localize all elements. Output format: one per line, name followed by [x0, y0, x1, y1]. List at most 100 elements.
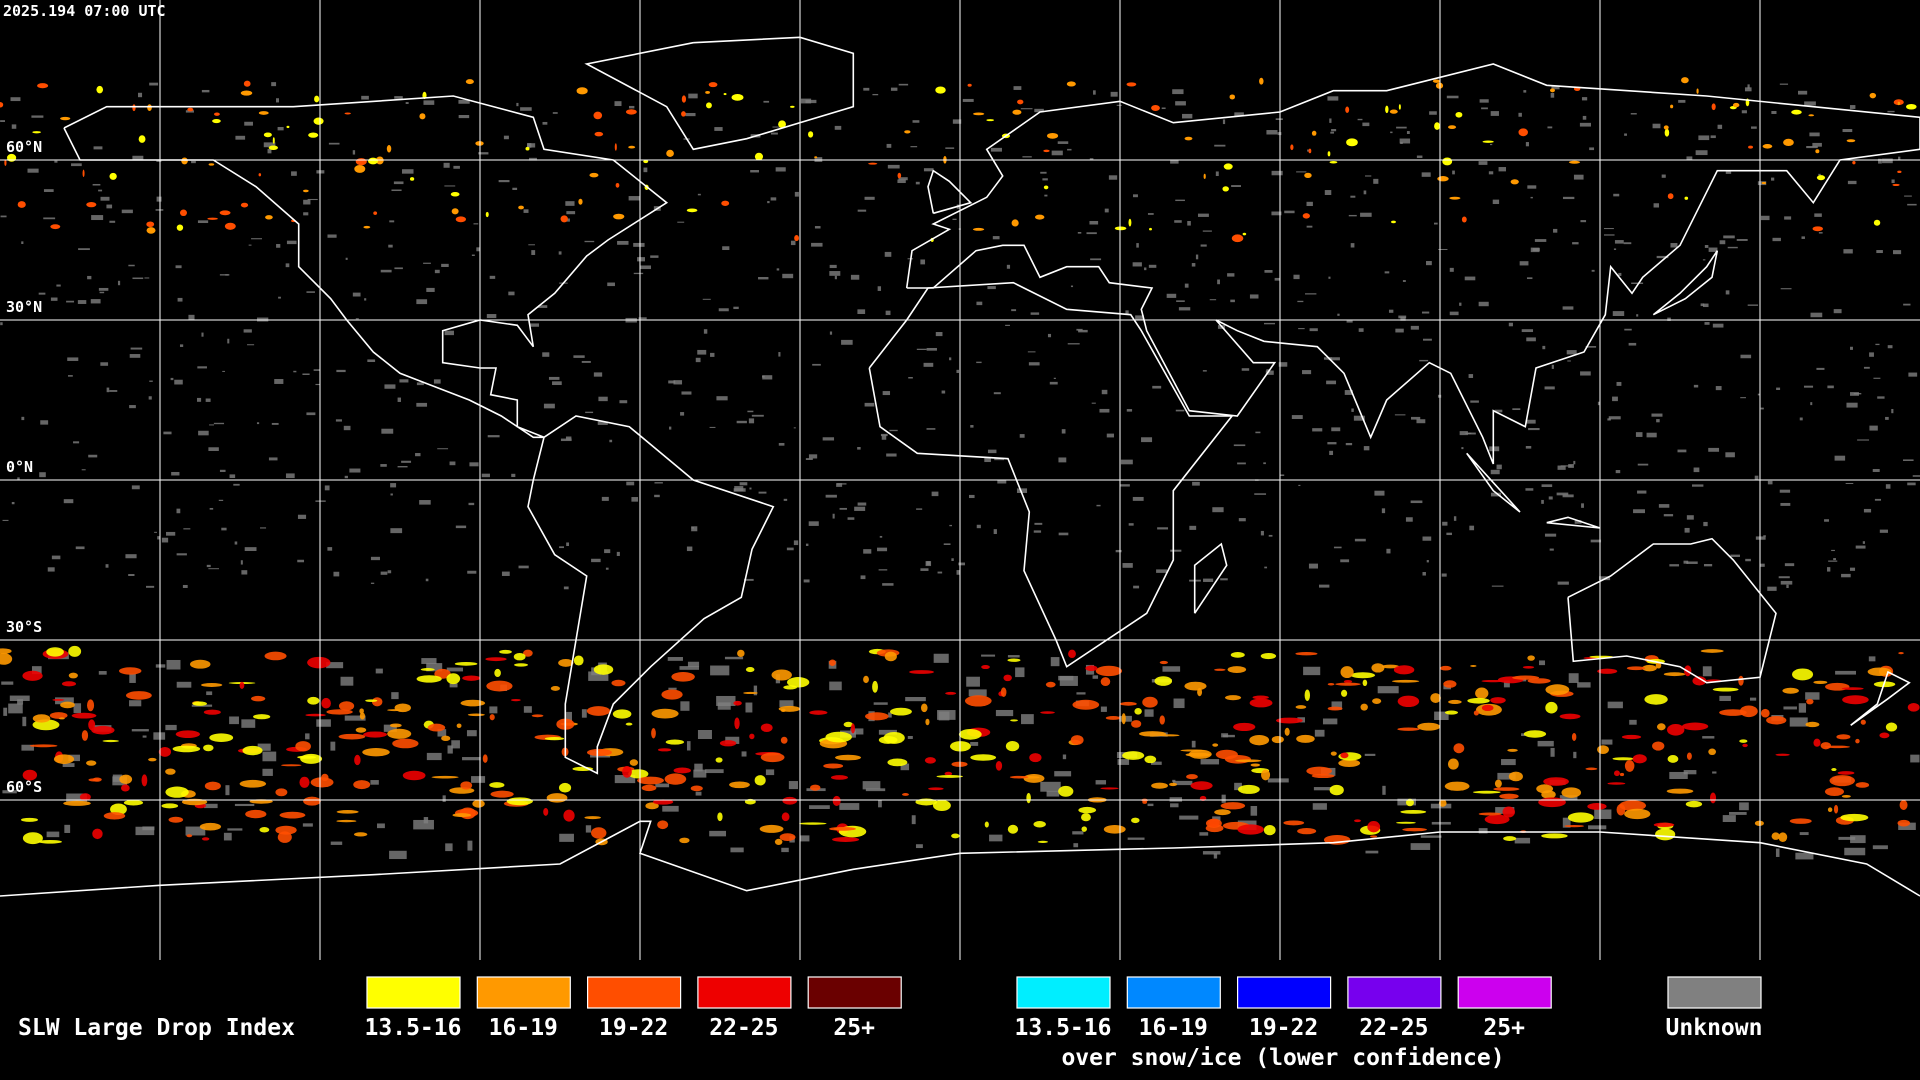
- coastline: [63, 95, 669, 439]
- cloud-speck: [814, 226, 821, 229]
- slw-cell: [1885, 722, 1898, 732]
- slw-cell: [1527, 678, 1551, 684]
- cloud-speck: [1708, 447, 1720, 452]
- cloud-speck: [877, 286, 882, 291]
- slw-cell: [1439, 665, 1452, 671]
- slw-cell: [1005, 740, 1020, 752]
- cloud-speck: [748, 418, 755, 424]
- slw-cell: [201, 683, 223, 687]
- cloud-speck: [640, 265, 652, 270]
- cloud-speck: [1907, 203, 1917, 206]
- cloud-speck: [993, 392, 1001, 395]
- cloud-speck: [888, 712, 892, 718]
- slw-cell: [1711, 103, 1716, 111]
- slw-cell: [485, 211, 489, 218]
- slw-cell: [657, 820, 669, 830]
- slw-cell: [22, 670, 43, 681]
- cloud-speck: [278, 296, 281, 299]
- cloud-speck: [1816, 367, 1825, 370]
- cloud-speck: [2, 519, 9, 521]
- slw-cell: [79, 793, 91, 801]
- slw-cell: [109, 172, 117, 180]
- slw-cell: [1335, 682, 1361, 686]
- slw-cell: [1121, 713, 1126, 725]
- cloud-speck: [1141, 437, 1153, 443]
- cloud-speck: [565, 201, 575, 206]
- cloud-speck: [21, 241, 24, 245]
- slw-cell: [1340, 752, 1349, 759]
- cloud-speck: [98, 671, 107, 675]
- cloud-speck: [225, 274, 229, 276]
- slw-cell: [1345, 106, 1350, 113]
- slw-cell: [909, 670, 935, 674]
- cloud-speck: [523, 209, 529, 213]
- cloud-speck: [566, 711, 572, 722]
- cloud-speck: [805, 458, 813, 460]
- cloud-speck: [1651, 413, 1663, 417]
- cloud-speck: [1478, 161, 1488, 165]
- slw-cell: [387, 728, 412, 739]
- cloud-speck: [529, 323, 540, 327]
- slw-cell: [434, 668, 451, 679]
- slw-cell: [810, 784, 821, 791]
- legend-swatch: [1016, 976, 1111, 1009]
- cloud-speck: [847, 517, 855, 520]
- slw-cell: [1652, 741, 1665, 751]
- slw-cell: [37, 83, 49, 89]
- slw-cell: [661, 689, 683, 700]
- legend-swatch: [697, 976, 792, 1009]
- slw-cell: [868, 162, 878, 165]
- cloud-speck: [878, 729, 897, 735]
- cloud-speck: [1132, 194, 1138, 198]
- slw-cell: [651, 708, 679, 719]
- cloud-speck: [1887, 110, 1895, 113]
- slw-cell: [1493, 787, 1520, 791]
- cloud-speck: [1631, 282, 1644, 284]
- slw-cell: [1820, 742, 1832, 750]
- cloud-speck: [1772, 237, 1781, 242]
- cloud-speck: [145, 585, 155, 588]
- legend-label: 25+: [1483, 1015, 1525, 1041]
- slw-cell: [1815, 149, 1820, 154]
- cloud-speck: [1607, 418, 1611, 421]
- cloud-speck: [542, 121, 548, 125]
- slw-cell: [86, 760, 97, 766]
- slw-cell: [46, 647, 64, 657]
- slw-cell: [1481, 704, 1494, 711]
- cloud-speck: [1780, 288, 1792, 290]
- cloud-speck: [286, 240, 297, 245]
- cloud-speck: [66, 793, 87, 803]
- cloud-speck: [1357, 118, 1363, 121]
- cloud-speck: [1284, 210, 1295, 214]
- cloud-speck: [741, 751, 747, 757]
- slw-cell: [887, 758, 908, 767]
- cloud-speck: [1872, 845, 1888, 850]
- slw-cell: [1362, 679, 1368, 687]
- cloud-speck: [1776, 387, 1781, 391]
- cloud-speck: [93, 146, 103, 150]
- cloud-speck: [923, 168, 934, 172]
- cloud-speck: [1354, 538, 1366, 542]
- cloud-speck: [1461, 447, 1464, 450]
- cloud-speck: [384, 384, 396, 389]
- cloud-speck: [22, 716, 27, 727]
- cloud-speck: [1101, 389, 1108, 395]
- cloud-speck: [1106, 433, 1115, 438]
- legend-swatch: [1126, 976, 1221, 1009]
- cloud-speck: [703, 329, 708, 334]
- slw-cell: [794, 234, 799, 242]
- cloud-speck: [370, 780, 379, 785]
- cloud-speck: [739, 482, 748, 486]
- slw-cell: [637, 776, 664, 785]
- slw-cell: [1151, 782, 1168, 789]
- slw-cell: [63, 800, 91, 806]
- cloud-speck: [911, 815, 916, 825]
- slw-cell: [103, 812, 126, 820]
- cloud-speck: [1885, 416, 1889, 420]
- cloud-speck: [1591, 269, 1595, 272]
- slw-cell: [1852, 160, 1856, 165]
- cloud-speck: [1541, 484, 1553, 488]
- cloud-speck: [1519, 261, 1529, 266]
- cloud-speck: [1549, 548, 1554, 551]
- slw-cell: [614, 143, 617, 151]
